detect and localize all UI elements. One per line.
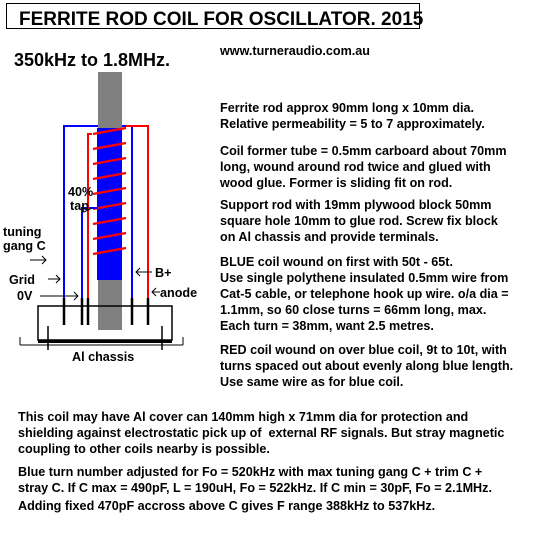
paragraph-range: Adding fixed 470pF accross above C gives… — [18, 499, 436, 513]
paragraph-red-coil: RED coil wound on over blue coil, 9t to … — [220, 343, 514, 389]
paragraph-former: Coil former tube = 0.5mm carboard about … — [220, 144, 507, 190]
b-plus-label: B+ — [155, 266, 172, 280]
paragraph-ferrite: Ferrite rod approx 90mm long x 10mm dia.… — [220, 101, 485, 131]
tap-label-line1: 40% — [68, 185, 94, 199]
page-title: FERRITE ROD COIL FOR OSCILLATOR. 2015 — [19, 9, 424, 30]
chassis-label: Al chassis — [72, 350, 135, 364]
label-arrows — [30, 207, 160, 301]
paragraph-blue-coil: BLUE coil wound on first with 50t - 65t.… — [220, 255, 509, 333]
screws — [47, 326, 163, 350]
anode-label: anode — [160, 286, 198, 300]
terminal-pins — [62, 298, 150, 325]
grid-label: Grid — [9, 273, 35, 287]
website: www.turneraudio.com.au — [220, 44, 370, 58]
red-wires — [87, 125, 149, 300]
tuning-label-line1: tuning — [3, 225, 42, 239]
coil-diagram — [19, 72, 184, 350]
chassis-plate — [38, 340, 172, 343]
zero-v-label: 0V — [17, 289, 33, 303]
paragraph-cover: This coil may have Al cover can 140mm hi… — [18, 410, 505, 456]
title-box: FERRITE ROD COIL FOR OSCILLATOR. 2015 — [6, 3, 424, 30]
paragraph-tuning: Blue turn number adjusted for Fo = 520kH… — [18, 465, 492, 495]
paragraph-support: Support rod with 19mm plywood block 50mm… — [220, 198, 498, 244]
frequency-range: 350kHz to 1.8MHz. — [14, 50, 171, 70]
tuning-label-line2: gang C — [3, 239, 46, 253]
red-coil-turns — [92, 126, 127, 256]
tap-label-line2: tap — [70, 199, 89, 213]
